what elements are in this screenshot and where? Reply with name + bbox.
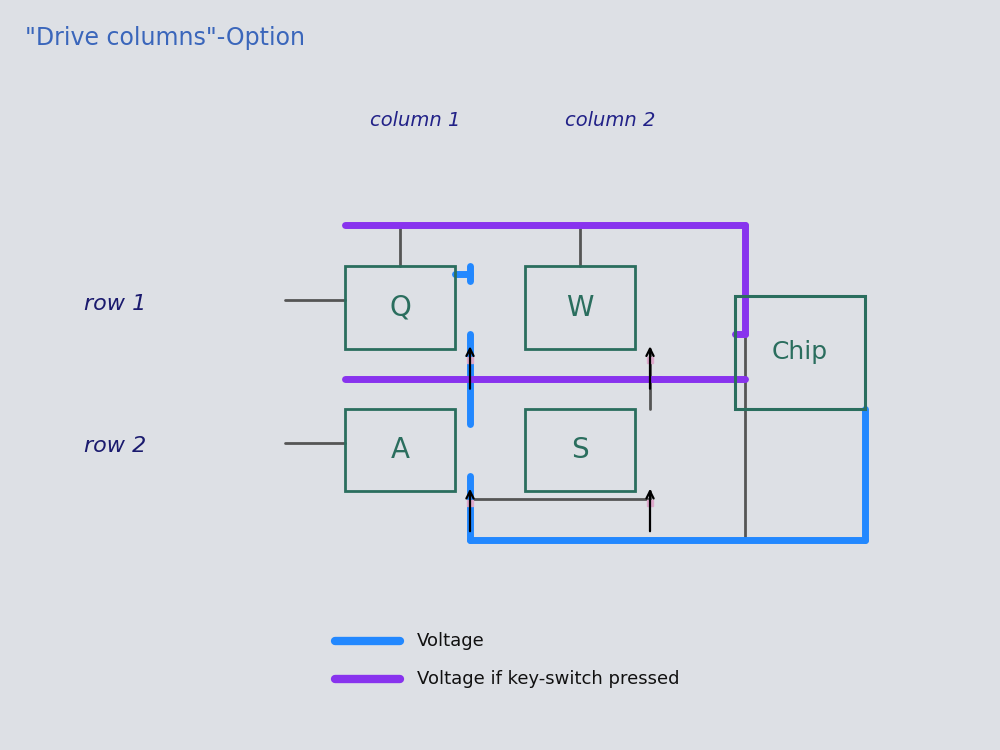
- Bar: [345, 266, 455, 349]
- Text: Chip: Chip: [772, 340, 828, 364]
- Text: "Drive columns"-Option: "Drive columns"-Option: [25, 26, 305, 50]
- Text: Voltage: Voltage: [417, 632, 485, 650]
- Bar: [525, 266, 635, 349]
- Text: row 2: row 2: [84, 436, 146, 456]
- Text: A: A: [390, 436, 410, 464]
- Text: Voltage if key-switch pressed: Voltage if key-switch pressed: [417, 670, 680, 688]
- Bar: [735, 296, 865, 409]
- Text: column 1: column 1: [370, 110, 460, 130]
- Text: S: S: [571, 436, 589, 464]
- Text: column 2: column 2: [565, 110, 655, 130]
- Text: row 1: row 1: [84, 294, 146, 314]
- Bar: [525, 409, 635, 491]
- Bar: [345, 409, 455, 491]
- Text: Q: Q: [389, 293, 411, 322]
- Text: W: W: [566, 293, 594, 322]
